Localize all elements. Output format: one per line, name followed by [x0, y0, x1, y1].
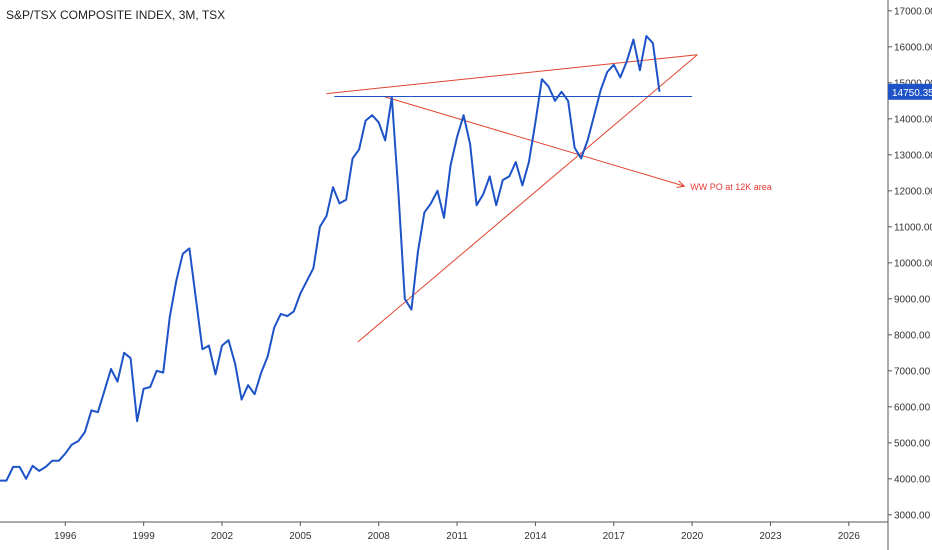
- y-tick-label: 11000.00: [894, 222, 932, 233]
- x-tick-label: 2005: [289, 531, 312, 542]
- x-tick-label: 1996: [54, 531, 77, 542]
- arrowhead: [676, 180, 686, 188]
- y-tick-label: 8000.00: [894, 330, 931, 341]
- x-tick-label: 2017: [603, 531, 626, 542]
- target-arrow-line: [383, 96, 685, 187]
- x-tick-label: 2008: [368, 531, 391, 542]
- y-tick-label: 10000.00: [894, 258, 932, 269]
- x-tick-label: 2020: [681, 531, 704, 542]
- y-tick-label: 3000.00: [894, 510, 931, 521]
- trendline-layer: [326, 54, 698, 343]
- series-layer: [0, 35, 661, 482]
- y-tick-label: 12000.00: [894, 186, 932, 197]
- x-tick-label: 2002: [211, 531, 234, 542]
- last-value-badge: [888, 83, 932, 100]
- y-tick-label: 13000.00: [894, 150, 932, 161]
- price-line: [0, 35, 661, 482]
- x-tick-label: 2023: [759, 531, 782, 542]
- upper-trendline: [326, 54, 698, 95]
- y-tick-label: 17000.00: [894, 6, 932, 17]
- x-tick-label: 2026: [838, 531, 861, 542]
- chart-title: S&P/TSX COMPOSITE INDEX, 3M, TSX: [6, 8, 226, 22]
- annotation-layer: WW PO at 12K area: [690, 182, 772, 192]
- y-tick-label: 16000.00: [894, 42, 932, 53]
- annotation-label: WW PO at 12K area: [690, 182, 772, 192]
- y-tick-label: 5000.00: [894, 438, 931, 449]
- x-tick-label: 1999: [133, 531, 156, 542]
- y-tick-label: 14000.00: [894, 114, 932, 125]
- y-tick-label: 4000.00: [894, 474, 931, 485]
- y-tick-label: 9000.00: [894, 294, 931, 305]
- x-tick-label: 2014: [524, 531, 547, 542]
- last-value-label: 14750.35: [892, 88, 932, 99]
- x-tick-label: 2011: [446, 531, 468, 542]
- lower-trendline: [357, 54, 698, 343]
- y-tick-label: 7000.00: [894, 366, 931, 377]
- y-tick-label: 6000.00: [894, 402, 931, 413]
